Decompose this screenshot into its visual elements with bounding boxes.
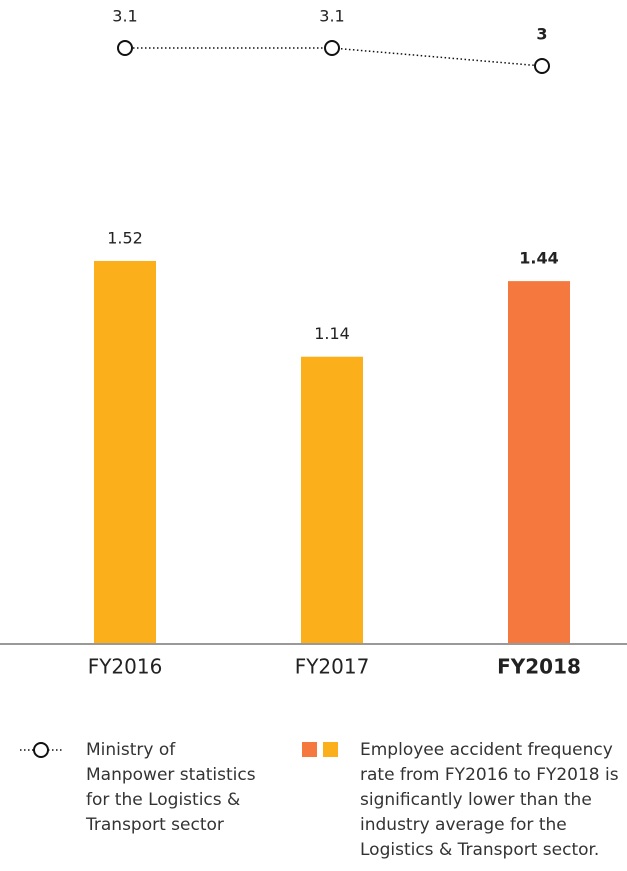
line: [125, 47, 543, 67]
bar-value-label: 1.44: [519, 249, 558, 268]
line-value-label: 3.1: [112, 7, 137, 26]
line-value-label: 3: [536, 25, 547, 44]
line-point: [117, 40, 133, 56]
legend-bar-swatch: [323, 742, 338, 757]
line-point: [324, 40, 340, 56]
legend-line-label: Ministry of Manpower statistics for the …: [86, 740, 256, 835]
line-value-label: 3.1: [319, 7, 344, 26]
x-tick-label: FY2017: [295, 655, 370, 679]
bar: [508, 281, 570, 644]
legend-bar-swatch: [302, 742, 317, 757]
legend-bar-label: Employee accident frequency rate from FY…: [360, 740, 619, 860]
legend-line-marker-point: [33, 742, 49, 758]
x-tick-label: FY2018: [497, 655, 581, 679]
line-point: [534, 58, 550, 74]
bar: [301, 356, 363, 644]
bar-value-label: 1.52: [107, 228, 143, 247]
bar-value-label: 1.14: [314, 324, 350, 343]
x-tick-label: FY2016: [88, 655, 163, 679]
bar: [94, 260, 156, 644]
